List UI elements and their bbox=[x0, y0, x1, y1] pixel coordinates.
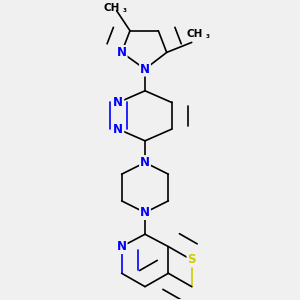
Text: N: N bbox=[117, 240, 127, 253]
Text: N: N bbox=[140, 63, 150, 76]
Text: N: N bbox=[113, 123, 123, 136]
Text: N: N bbox=[140, 156, 150, 169]
Text: CH: CH bbox=[187, 29, 203, 39]
Text: N: N bbox=[117, 46, 127, 59]
Text: S: S bbox=[188, 254, 196, 266]
Text: ₃: ₃ bbox=[206, 31, 210, 40]
Text: CH: CH bbox=[103, 3, 120, 13]
Text: N: N bbox=[140, 206, 150, 219]
Text: N: N bbox=[113, 96, 123, 109]
Text: ₃: ₃ bbox=[123, 4, 127, 14]
